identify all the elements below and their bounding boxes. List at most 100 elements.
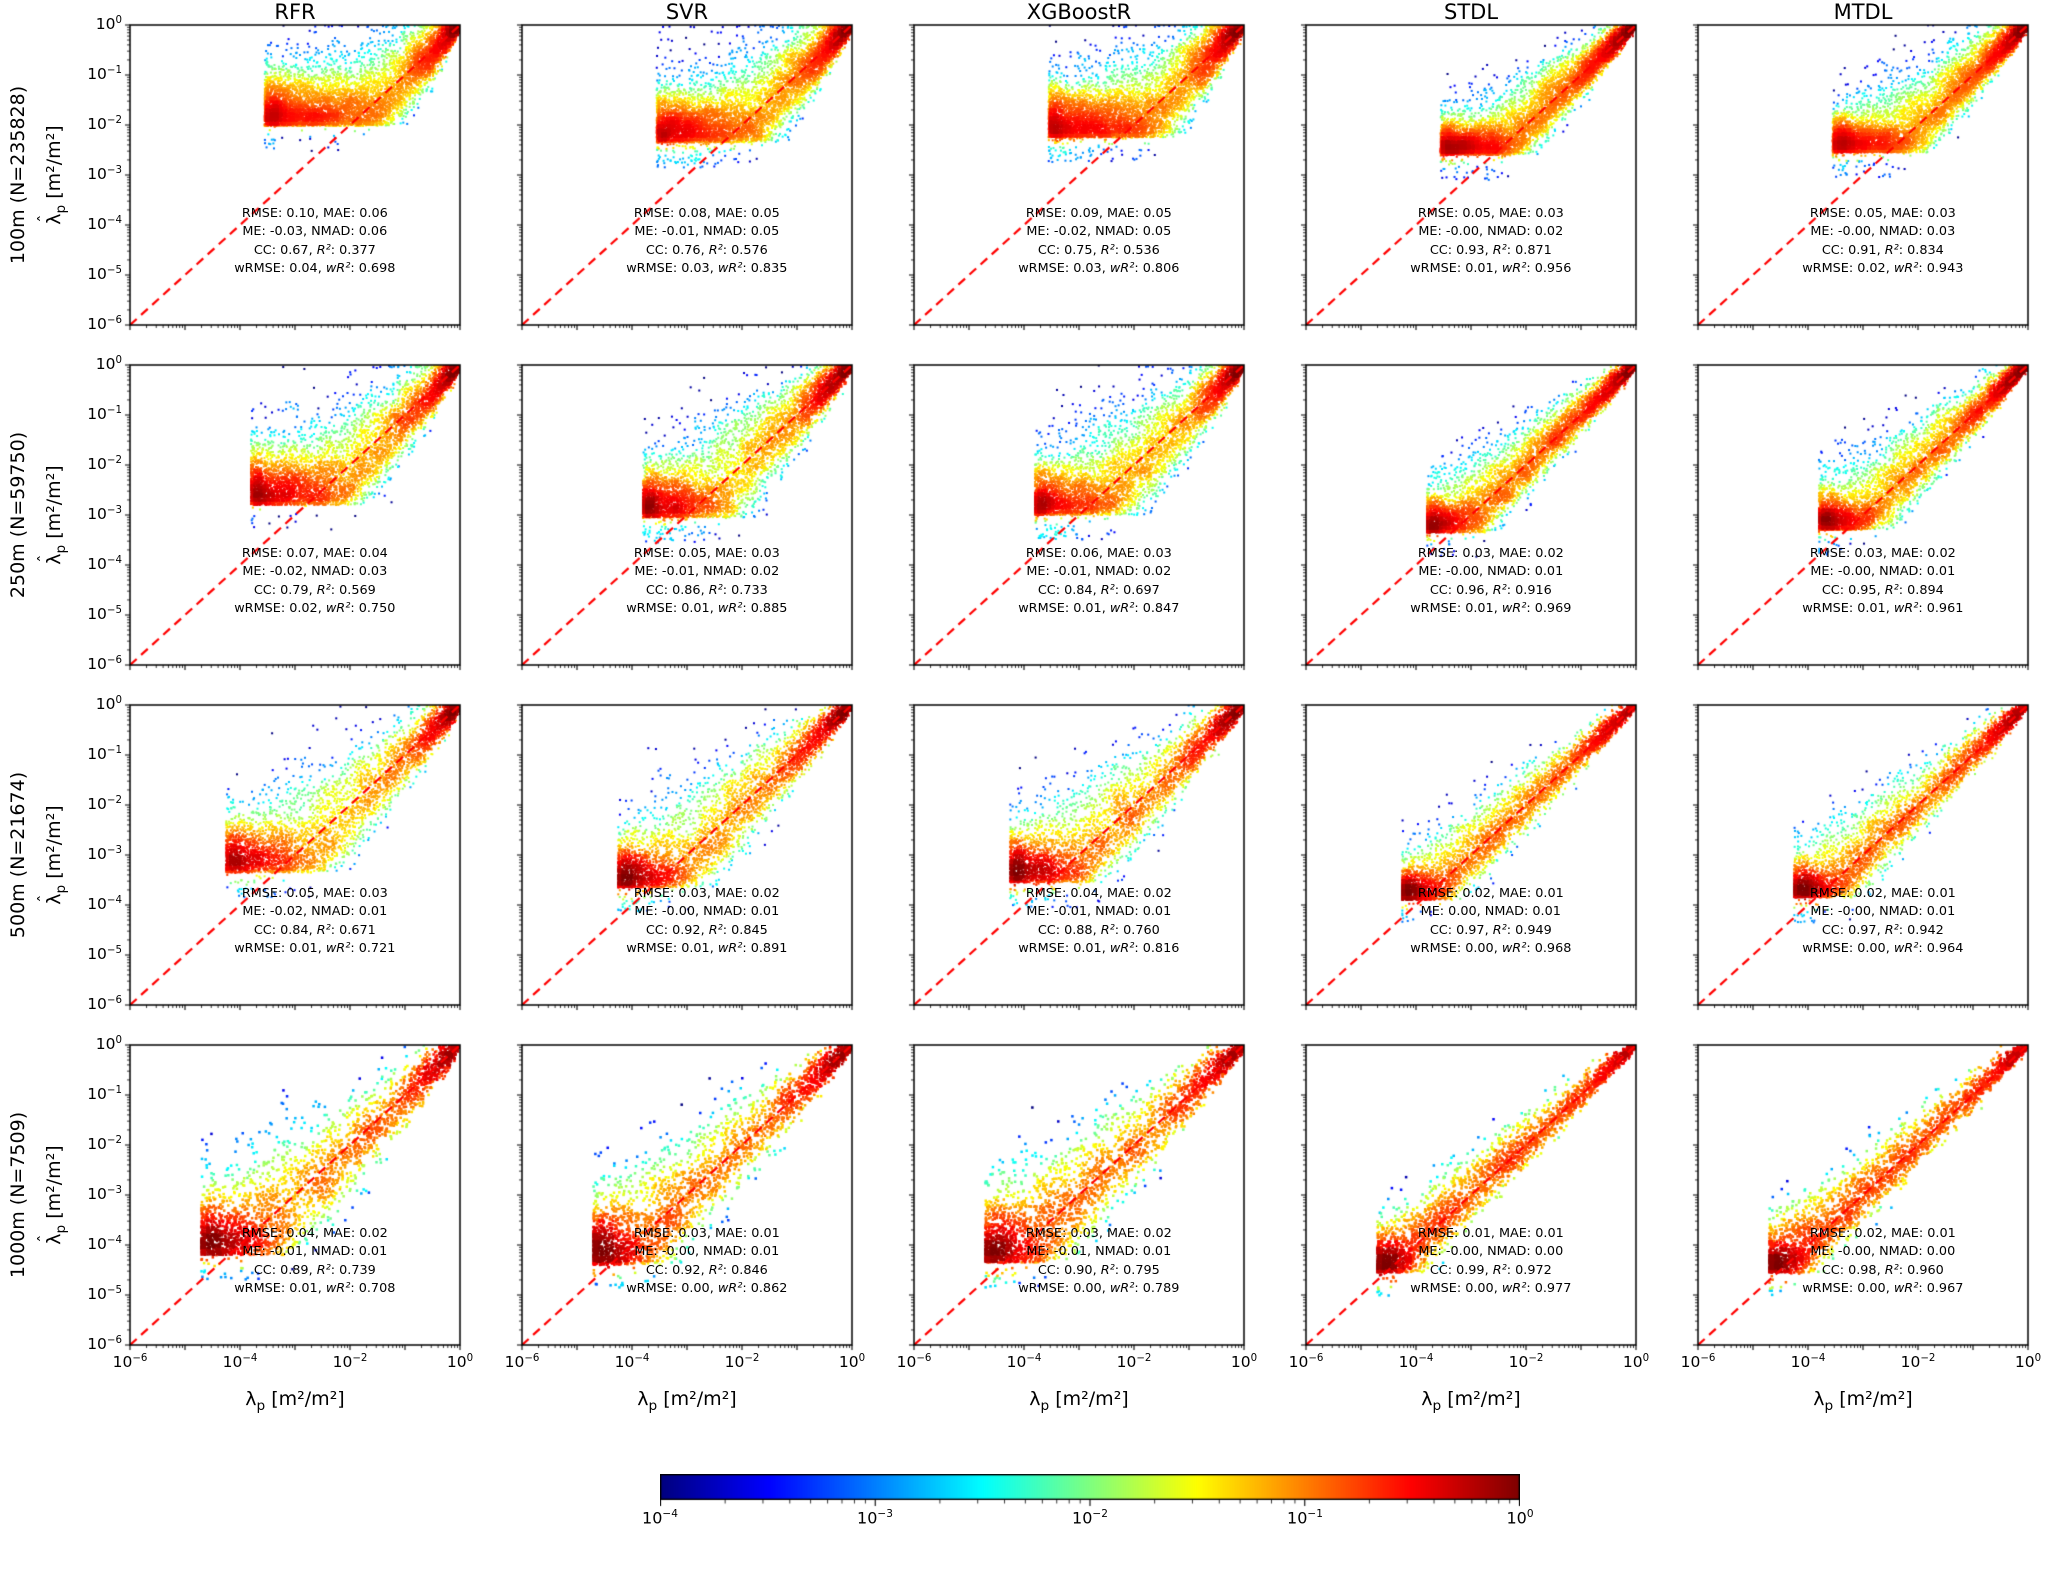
scatter-panel: RMSE: 0.09, MAE: 0.05 ME: -0.02, NMAD: 0.…: [904, 15, 1254, 335]
x-tick-label: 10−2: [332, 1353, 368, 1372]
colorbar-tick-label: 10−2: [1072, 1508, 1108, 1528]
scatter-canvas: [1296, 1035, 1646, 1355]
colorbar-gradient: [660, 1474, 1520, 1516]
stats-line: wRMSE: 0.04, wR²: 0.698: [234, 261, 396, 277]
scatter-panel: RMSE: 0.06, MAE: 0.03 ME: -0.01, NMAD: 0.…: [904, 355, 1254, 675]
stats-block: RMSE: 0.05, MAE: 0.03 ME: -0.00, NMAD: 0.…: [1371, 205, 1611, 279]
row-label: 500m (N=21674): [7, 771, 29, 939]
colorbar: [660, 1474, 1520, 1524]
stats-line: ME: -0.00, NMAD: 0.00: [1418, 1244, 1564, 1260]
y-tick-label: 10−6: [87, 1335, 122, 1354]
stats-block: RMSE: 0.05, MAE: 0.03 ME: -0.01, NMAD: 0.…: [587, 545, 827, 619]
y-tick-label: 100: [95, 1035, 122, 1054]
stats-line: CC: 0.95, R²: 0.894: [1821, 582, 1944, 598]
stats-line: RMSE: 0.08, MAE: 0.05: [633, 206, 780, 221]
y-tick-label: 10−5: [87, 605, 122, 624]
x-axis-label: λp [m²/m²]: [1029, 1388, 1129, 1414]
stats-block: RMSE: 0.03, MAE: 0.02 ME: -0.00, NMAD: 0.…: [1371, 545, 1611, 619]
stats-line: wRMSE: 0.01, wR²: 0.961: [1802, 601, 1964, 617]
x-tick-label: 10−6: [1288, 1353, 1324, 1372]
stats-line: wRMSE: 0.01, wR²: 0.956: [1410, 261, 1572, 277]
stats-line: wRMSE: 0.00, wR²: 0.964: [1802, 941, 1964, 957]
stats-line: RMSE: 0.03, MAE: 0.02: [1417, 546, 1564, 561]
x-tick-label: 10−2: [724, 1353, 760, 1372]
stats-line: wRMSE: 0.03, wR²: 0.835: [626, 261, 788, 277]
column-title: SVR: [665, 0, 709, 24]
stats-line: CC: 0.93, R²: 0.871: [1429, 242, 1552, 258]
stats-block: RMSE: 0.02, MAE: 0.01 ME: -0.00, NMAD: 0.…: [1763, 1225, 2003, 1299]
stats-line: RMSE: 0.05, MAE: 0.03: [1417, 206, 1564, 221]
stats-line: wRMSE: 0.01, wR²: 0.847: [1018, 601, 1180, 617]
stats-block: RMSE: 0.02, MAE: 0.01 ME: 0.00, NMAD: 0.0…: [1371, 885, 1611, 959]
stats-block: RMSE: 0.07, MAE: 0.04 ME: -0.02, NMAD: 0.…: [195, 545, 435, 619]
hat-accent: ˆ: [35, 894, 54, 903]
stats-line: RMSE: 0.03, MAE: 0.02: [633, 886, 780, 901]
x-tick-label: 100: [446, 1353, 474, 1372]
scatter-canvas: [512, 15, 862, 335]
stats-line: wRMSE: 0.00, wR²: 0.789: [1018, 1281, 1180, 1297]
scatter-panel: RMSE: 0.07, MAE: 0.04 ME: -0.02, NMAD: 0.…: [87, 355, 470, 675]
stats-line: RMSE: 0.05, MAE: 0.03: [1809, 206, 1956, 221]
scatter-canvas: [120, 15, 470, 335]
scatter-panel: RMSE: 0.10, MAE: 0.06 ME: -0.03, NMAD: 0.…: [87, 15, 470, 335]
colorbar-tick-label: 10−1: [1287, 1508, 1323, 1528]
stats-line: CC: 0.90, R²: 0.795: [1037, 1262, 1160, 1278]
scatter-canvas: [1296, 695, 1646, 1015]
x-tick-label: 10−2: [1508, 1353, 1544, 1372]
hat-accent: ˆ: [35, 214, 54, 223]
stats-line: CC: 0.86, R²: 0.733: [645, 582, 768, 598]
stats-line: wRMSE: 0.01, wR²: 0.816: [1018, 941, 1180, 957]
y-tick-label: 10−6: [87, 655, 122, 674]
y-tick-label: 10−2: [87, 455, 122, 474]
x-tick-label: 100: [838, 1353, 866, 1372]
x-tick-label: 10−6: [504, 1353, 540, 1372]
stats-line: wRMSE: 0.00, wR²: 0.967: [1802, 1281, 1964, 1297]
stats-block: RMSE: 0.06, MAE: 0.03 ME: -0.01, NMAD: 0.…: [979, 545, 1219, 619]
stats-line: wRMSE: 0.01, wR²: 0.891: [626, 941, 788, 957]
stats-line: RMSE: 0.10, MAE: 0.06: [241, 206, 388, 221]
y-tick-label: 10−2: [87, 115, 122, 134]
stats-line: ME: -0.00, NMAD: 0.01: [1418, 564, 1564, 580]
scatter-canvas: [904, 15, 1254, 335]
stats-line: RMSE: 0.03, MAE: 0.01: [633, 1226, 780, 1241]
stats-line: CC: 0.96, R²: 0.916: [1429, 582, 1552, 598]
y-tick-label: 10−2: [87, 1135, 122, 1154]
stats-line: CC: 0.67, R²: 0.377: [253, 242, 376, 258]
column-title: XGBoostR: [1026, 0, 1132, 24]
scatter-canvas: [1688, 1035, 2038, 1355]
stats-line: wRMSE: 0.01, wR²: 0.721: [234, 941, 396, 957]
stats-block: RMSE: 0.05, MAE: 0.03 ME: -0.00, NMAD: 0.…: [1763, 205, 2003, 279]
y-tick-label: 10−4: [87, 895, 122, 914]
stats-line: wRMSE: 0.01, wR²: 0.969: [1410, 601, 1572, 617]
hat-accent: ˆ: [35, 1234, 54, 1243]
x-tick-label: 10−2: [1116, 1353, 1152, 1372]
stats-block: RMSE: 0.02, MAE: 0.01 ME: -0.00, NMAD: 0.…: [1763, 885, 2003, 959]
scatter-panel: RMSE: 0.03, MAE: 0.02 ME: -0.00, NMAD: 0.…: [1296, 355, 1646, 675]
stats-line: CC: 0.89, R²: 0.739: [253, 1262, 376, 1278]
y-tick-label: 10−2: [87, 795, 122, 814]
y-tick-label: 10−4: [87, 215, 122, 234]
stats-line: RMSE: 0.05, MAE: 0.03: [633, 546, 780, 561]
stats-block: RMSE: 0.04, MAE: 0.02 ME: -0.01, NMAD: 0.…: [195, 1225, 435, 1299]
column-title: STDL: [1443, 0, 1499, 24]
stats-block: RMSE: 0.10, MAE: 0.06 ME: -0.03, NMAD: 0.…: [195, 205, 435, 279]
stats-block: RMSE: 0.01, MAE: 0.01 ME: -0.00, NMAD: 0.…: [1371, 1225, 1611, 1299]
stats-line: CC: 0.88, R²: 0.760: [1037, 922, 1160, 938]
scatter-canvas: [1688, 15, 2038, 335]
scatter-panel: RMSE: 0.02, MAE: 0.01 ME: 0.00, NMAD: 0.0…: [1296, 695, 1646, 1015]
x-axis-label: λp [m²/m²]: [637, 1388, 737, 1414]
y-tick-label: 10−1: [87, 65, 122, 84]
stats-line: CC: 0.92, R²: 0.846: [645, 1262, 768, 1278]
stats-block: RMSE: 0.09, MAE: 0.05 ME: -0.02, NMAD: 0.…: [979, 205, 1219, 279]
stats-line: ME: 0.00, NMAD: 0.01: [1420, 904, 1561, 920]
stats-block: RMSE: 0.03, MAE: 0.02 ME: -0.01, NMAD: 0.…: [979, 1225, 1219, 1299]
row-label: 1000m (N=7509): [7, 1111, 29, 1279]
stats-line: ME: -0.00, NMAD: 0.02: [1418, 224, 1564, 240]
stats-line: CC: 0.99, R²: 0.972: [1429, 1262, 1552, 1278]
stats-block: RMSE: 0.03, MAE: 0.01 ME: -0.00, NMAD: 0.…: [587, 1225, 827, 1299]
stats-block: RMSE: 0.03, MAE: 0.02 ME: -0.00, NMAD: 0.…: [1763, 545, 2003, 619]
